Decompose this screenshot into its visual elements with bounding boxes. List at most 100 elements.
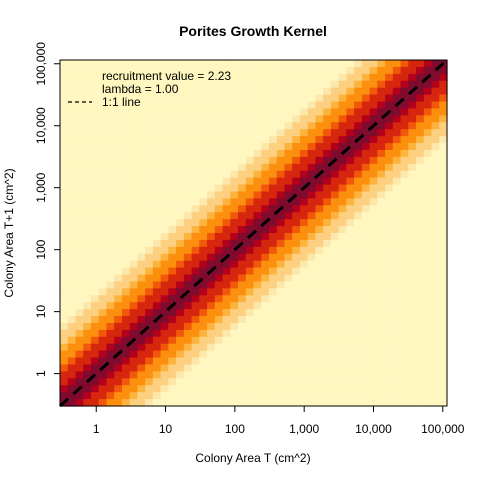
- heatmap-cell: [199, 274, 208, 283]
- heatmap-cell: [83, 274, 92, 283]
- heatmap-cell: [385, 316, 394, 324]
- heatmap-cell: [284, 295, 293, 303]
- heatmap-cell: [416, 302, 425, 310]
- heatmap-cell: [168, 94, 177, 103]
- heatmap-cell: [338, 129, 347, 137]
- heatmap-cell: [400, 87, 409, 96]
- heatmap-cell: [385, 73, 394, 82]
- heatmap-cell: [98, 226, 108, 234]
- heatmap-cell: [121, 302, 131, 310]
- heatmap-cell: [431, 163, 440, 172]
- heatmap-cell: [90, 115, 100, 123]
- heatmap-cell: [199, 149, 208, 158]
- heatmap-cell: [330, 94, 340, 103]
- heatmap-cell: [160, 226, 169, 234]
- heatmap-cell: [377, 219, 386, 227]
- heatmap-cell: [75, 170, 84, 179]
- heatmap-cell: [307, 233, 317, 241]
- heatmap-cell: [214, 295, 224, 303]
- heatmap-cell: [354, 66, 363, 75]
- heatmap-cell: [284, 253, 293, 262]
- heatmap-cell: [423, 260, 433, 269]
- heatmap-cell: [137, 87, 146, 96]
- heatmap-cell: [207, 309, 216, 317]
- heatmap-cell: [152, 371, 162, 379]
- heatmap-cell: [330, 212, 340, 220]
- heatmap-cell: [90, 246, 100, 255]
- heatmap-cell: [106, 198, 115, 206]
- heatmap-cell: [106, 246, 115, 255]
- heatmap-cell: [439, 239, 448, 248]
- heatmap-cell: [268, 378, 278, 386]
- heatmap-cell: [261, 267, 270, 276]
- heatmap-cell: [106, 101, 115, 110]
- heatmap-cell: [330, 309, 340, 317]
- heatmap-cell: [338, 378, 347, 386]
- heatmap-cell: [90, 302, 100, 310]
- heatmap-cell: [106, 184, 115, 193]
- heatmap-cell: [416, 163, 425, 172]
- heatmap-cell: [416, 184, 425, 193]
- heatmap-cell: [392, 60, 402, 68]
- heatmap-cell: [176, 357, 185, 366]
- heatmap-cell: [261, 170, 270, 179]
- heatmap-cell: [90, 191, 100, 199]
- heatmap-cell: [268, 399, 278, 407]
- heatmap-cell: [168, 87, 177, 96]
- heatmap-cell: [245, 129, 255, 137]
- heatmap-cell: [230, 198, 239, 206]
- heatmap-cell: [199, 129, 208, 137]
- heatmap-cell: [152, 66, 162, 75]
- heatmap-cell: [284, 163, 293, 172]
- heatmap-cell: [261, 205, 270, 213]
- heatmap-cell: [98, 143, 108, 151]
- heatmap-cell: [230, 219, 239, 227]
- heatmap-cell: [431, 177, 440, 186]
- heatmap-cell: [60, 177, 69, 186]
- heatmap-cell: [176, 350, 185, 359]
- heatmap-cell: [276, 295, 286, 303]
- heatmap-cell: [238, 371, 247, 379]
- heatmap-cell: [276, 184, 286, 193]
- heatmap-cell: [338, 239, 347, 248]
- heatmap-cell: [168, 66, 177, 75]
- heatmap-cell: [60, 205, 69, 213]
- heatmap-cell: [307, 136, 317, 144]
- heatmap-cell: [377, 233, 386, 241]
- heatmap-cell: [323, 239, 332, 248]
- heatmap-cell: [284, 288, 293, 296]
- heatmap-cell: [307, 399, 317, 407]
- heatmap-cell: [284, 267, 293, 276]
- heatmap-cell: [330, 336, 340, 345]
- heatmap-cell: [114, 94, 123, 103]
- heatmap-cell: [261, 156, 270, 165]
- heatmap-cell: [90, 274, 100, 283]
- heatmap-cell: [261, 233, 270, 241]
- heatmap-cell: [253, 149, 262, 158]
- heatmap-cell: [207, 329, 216, 338]
- heatmap-cell: [121, 94, 131, 103]
- heatmap-cell: [377, 260, 386, 269]
- heatmap-cell: [423, 239, 433, 248]
- heatmap-cell: [207, 149, 216, 158]
- heatmap-cell: [307, 226, 317, 234]
- heatmap-cell: [60, 322, 69, 331]
- heatmap-cell: [222, 149, 231, 158]
- heatmap-cell: [145, 149, 154, 158]
- heatmap-cell: [183, 60, 193, 68]
- heatmap-cell: [330, 246, 340, 255]
- heatmap-cell: [423, 149, 433, 158]
- y-tick-label: 10: [34, 305, 48, 319]
- heatmap-cell: [377, 212, 386, 220]
- heatmap-cell: [145, 60, 154, 68]
- heatmap-cell: [222, 115, 231, 123]
- heatmap-cell: [176, 371, 185, 379]
- heatmap-cell: [408, 122, 417, 130]
- heatmap-cell: [400, 163, 409, 172]
- heatmap-cell: [238, 316, 247, 324]
- heatmap-cell: [176, 267, 185, 276]
- heatmap-cell: [238, 149, 247, 158]
- heatmap-cell: [98, 101, 108, 110]
- heatmap-cell: [214, 309, 224, 317]
- heatmap-cell: [408, 322, 417, 331]
